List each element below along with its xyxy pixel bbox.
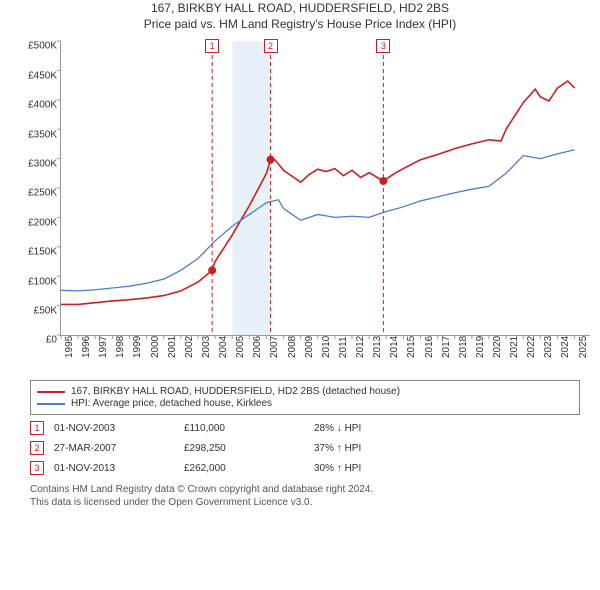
plot-area: £0£50K£100K£150K£200K£250K£300K£350K£400… — [60, 41, 590, 336]
x-tick-label: 2006 — [252, 336, 263, 358]
x-tick-label: 2001 — [167, 336, 178, 358]
x-tick-label: 2005 — [235, 336, 246, 358]
event-date: 27-MAR-2007 — [54, 443, 184, 454]
chart-title: 167, BIRKBY HALL ROAD, HUDDERSFIELD, HD2… — [0, 0, 600, 32]
legend-row-property: 167, BIRKBY HALL ROAD, HUDDERSFIELD, HD2… — [37, 386, 573, 397]
x-tick-label: 2022 — [526, 336, 537, 358]
legend-swatch — [37, 391, 65, 393]
x-tick-label: 2009 — [304, 336, 315, 358]
x-tick-label: 2008 — [287, 336, 298, 358]
series-hpi — [61, 150, 575, 291]
legend-label: HPI: Average price, detached house, Kirk… — [71, 398, 272, 409]
x-tick-label: 2016 — [424, 336, 435, 358]
x-tick-label: 2017 — [441, 336, 452, 358]
event-marker-1: 1 — [205, 39, 219, 53]
sale-dot-1 — [208, 267, 216, 275]
event-price: £298,250 — [184, 443, 314, 454]
x-tick-label: 2018 — [458, 336, 469, 358]
y-tick-label: £200K — [21, 217, 57, 228]
event-row-marker-1: 1 — [30, 421, 44, 435]
legend: 167, BIRKBY HALL ROAD, HUDDERSFIELD, HD2… — [30, 380, 580, 415]
y-tick-label: £250K — [21, 188, 57, 199]
series-property — [61, 81, 575, 304]
x-tick-label: 2010 — [321, 336, 332, 358]
event-marker-2: 2 — [264, 39, 278, 53]
event-diff: 37% ↑ HPI — [314, 443, 444, 454]
sale-dot-3 — [379, 177, 387, 185]
event-date: 01-NOV-2003 — [54, 423, 184, 434]
y-tick-label: £0 — [21, 335, 57, 346]
x-tick-label: 1999 — [132, 336, 143, 358]
x-tick-label: 2000 — [150, 336, 161, 358]
event-price: £110,000 — [184, 423, 314, 434]
y-tick-label: £400K — [21, 100, 57, 111]
y-tick-label: £500K — [21, 41, 57, 52]
legend-label: 167, BIRKBY HALL ROAD, HUDDERSFIELD, HD2… — [71, 386, 400, 397]
y-tick-label: £450K — [21, 70, 57, 81]
x-tick-label: 1996 — [81, 336, 92, 358]
sale-dot-2 — [267, 156, 275, 164]
x-tick-label: 1997 — [98, 336, 109, 358]
x-tick-label: 2013 — [372, 336, 383, 358]
event-date: 01-NOV-2013 — [54, 463, 184, 474]
x-tick-label: 2023 — [543, 336, 554, 358]
x-tick-label: 2021 — [509, 336, 520, 358]
event-price: £262,000 — [184, 463, 314, 474]
x-tick-label: 2011 — [338, 337, 349, 359]
x-tick-label: 1998 — [115, 336, 126, 358]
footer-note: Contains HM Land Registry data © Crown c… — [30, 483, 580, 509]
x-tick-label: 1995 — [64, 336, 75, 358]
y-tick-label: £150K — [21, 247, 57, 258]
x-tick-label: 2007 — [269, 336, 280, 358]
x-tick-label: 2004 — [218, 336, 229, 358]
title-line2: Price paid vs. HM Land Registry's House … — [0, 16, 600, 32]
event-diff: 30% ↑ HPI — [314, 463, 444, 474]
legend-row-hpi: HPI: Average price, detached house, Kirk… — [37, 398, 573, 409]
x-tick-label: 2012 — [355, 336, 366, 358]
footer-line2: This data is licensed under the Open Gov… — [30, 496, 580, 509]
events-table: 1 01-NOV-2003£110,00028% ↓ HPI 2 27-MAR-200… — [30, 421, 580, 475]
legend-swatch — [37, 403, 65, 405]
footer-line1: Contains HM Land Registry data © Crown c… — [30, 483, 580, 496]
y-tick-label: £50K — [21, 305, 57, 316]
x-tick-label: 2015 — [406, 336, 417, 358]
x-tick-label: 2020 — [492, 336, 503, 358]
x-tick-label: 2014 — [389, 336, 400, 358]
plot-svg — [61, 41, 590, 335]
event-marker-3: 3 — [376, 39, 390, 53]
x-tick-label: 2025 — [578, 336, 589, 358]
x-tick-label: 2019 — [475, 336, 486, 358]
event-row-marker-3: 3 — [30, 461, 44, 475]
x-tick-label: 2024 — [560, 336, 571, 358]
chart-container: £0 £50K £100K £150K £200K £250K £300K £350K £400… — [20, 36, 590, 376]
event-diff: 28% ↓ HPI — [314, 423, 444, 434]
title-line1: 167, BIRKBY HALL ROAD, HUDDERSFIELD, HD2… — [0, 0, 600, 16]
y-tick-label: £100K — [21, 276, 57, 287]
x-tick-label: 2002 — [184, 336, 195, 358]
x-tick-label: 2003 — [201, 336, 212, 358]
y-tick-label: £300K — [21, 158, 57, 169]
event-row-marker-2: 2 — [30, 441, 44, 455]
y-tick-label: £350K — [21, 129, 57, 140]
